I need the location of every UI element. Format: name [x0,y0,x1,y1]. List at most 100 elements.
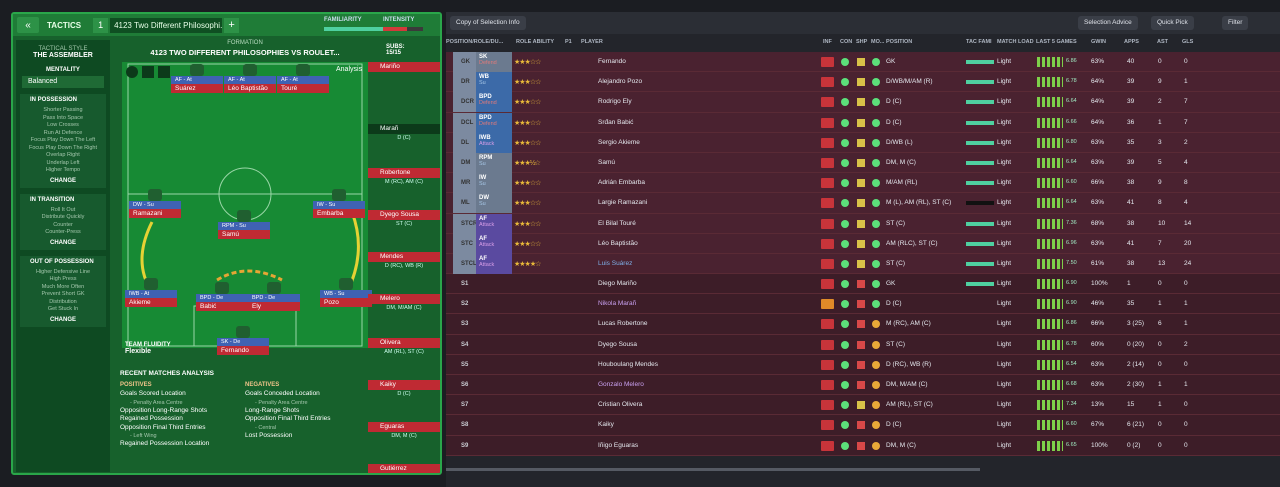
sub-player[interactable]: Marañ D (C) [368,112,440,141]
add-tactic-button[interactable]: + [224,17,240,33]
squad-row[interactable]: S1 Diego Mariño GK Light 6.90 100% 1 0 0 [446,274,1280,295]
player-name[interactable]: El Bilal Touré [598,219,636,227]
player-name[interactable]: Srđan Babić [598,118,634,126]
squad-row[interactable]: STC Léo Baptistão AM (RLC), ST (C) Light 6.9… [446,233,1280,254]
squad-row[interactable]: S3 Lucas Robertone M (RC), AM (C) Light 6.86… [446,314,1280,335]
player-name[interactable]: Fernando [598,58,626,65]
role-duty-dropdown[interactable]: IWB Attack [476,132,512,153]
player-name[interactable]: Iñigo Eguaras [598,441,639,449]
change-in-possession-button[interactable]: CHANGE [49,177,76,184]
instructions-icon[interactable] [126,66,138,78]
selection-advice-button[interactable]: Selection Advice [1078,16,1138,30]
squad-row[interactable]: S9 Iñigo Eguaras DM, M (C) Light 6.65 100% 0 (… [446,435,1280,456]
pitch-player[interactable]: BPD - De Babić [196,282,248,311]
squad-row[interactable]: DCR Rodrigo Ely D (C) Light 6.64 64% 39 2 7 BPD De… [446,92,1280,113]
header-ast[interactable]: AST [1157,39,1168,45]
header-shp[interactable]: SHP [856,39,868,45]
squad-row[interactable]: S8 Kaiky D (C) Light 6.60 67% 6 (21) 0 0 [446,415,1280,436]
header-position-role[interactable]: POSITION/ROLE/DU... [446,39,504,45]
pitch-player[interactable]: AF - At Touré [277,64,329,93]
pitch-player[interactable]: WB - Su Pozo [320,278,372,307]
squad-row[interactable]: S5 Houboulang Mendes D (RC), WB (R) Light 6.… [446,354,1280,375]
sub-player[interactable]: Kaiky D (C) [368,368,440,397]
player-name[interactable]: Samú [598,158,615,166]
role-duty-dropdown[interactable]: BPD Defend [476,92,512,113]
squad-row[interactable]: STCL Luis Suárez ST (C) Light 7.50 61% 38 13 24 A… [446,253,1280,275]
sub-player[interactable]: Mendes D (RC), WB (R) [368,240,440,269]
role-duty-dropdown[interactable]: AF Attack [476,253,512,274]
sub-player[interactable]: Mariño [368,50,440,73]
sub-player[interactable]: Olivera AM (RL), ST (C) [368,326,440,355]
squad-row[interactable]: DL Sergio Akieme D/WB (L) Light 6.80 63% 35 3 2 I… [446,132,1280,153]
pitch-player[interactable]: AF - At Léo Baptistão [224,64,276,93]
header-mo[interactable]: MO... [871,39,885,45]
squad-row[interactable]: S4 Dyego Sousa ST (C) Light 6.78 60% 0 (20) 0 2 [446,334,1280,355]
player-name[interactable]: Largie Ramazani [598,199,648,207]
header-player[interactable]: PLAYER [581,39,603,45]
collapse-button[interactable]: « [17,17,39,33]
pitch-player[interactable]: BPD - De Ely [248,282,300,311]
role-duty-dropdown[interactable]: BPD Defend [476,112,512,133]
player-name[interactable]: Alejandro Pozo [598,78,643,86]
player-name[interactable]: Gonzalo Melero [598,381,644,388]
player-name[interactable]: Diego Mariño [598,280,637,288]
squad-row[interactable]: DM Samú DM, M (C) Light 6.64 63% 39 5 4 RPM Su ★★★½… [446,152,1280,174]
pitch-player[interactable]: IWB - At Akieme [125,278,177,307]
change-in-transition-button[interactable]: CHANGE [49,239,76,246]
role-duty-dropdown[interactable]: IW Su [476,173,512,194]
header-role-ability[interactable]: ROLE ABILITY [516,39,554,45]
header-inf[interactable]: INF [823,39,832,45]
horizontal-scrollbar[interactable] [446,468,980,471]
change-out-of-possession-button[interactable]: CHANGE [49,316,76,323]
header-last5[interactable]: LAST 5 GAMES [1036,39,1077,45]
pitch-player[interactable]: AF - At Suárez [171,64,223,93]
header-gls[interactable]: GLS [1182,39,1194,45]
player-name[interactable]: Houboulang Mendes [598,360,658,368]
header-apps[interactable]: APPS [1124,39,1139,45]
sub-player[interactable]: Melero DM, M/AM (C) [368,282,440,311]
role-duty-dropdown[interactable]: AF Attack [476,233,512,254]
header-p1[interactable]: P1 [565,39,572,45]
quick-pick-button[interactable]: Quick Pick [1151,16,1194,30]
squad-row[interactable]: MR Adrián Embarba M/AM (RL) Light 6.60 66% 38 9… [446,173,1280,194]
squad-row[interactable]: DCL Srđan Babić D (C) Light 6.66 64% 36 1 7 BPD De… [446,112,1280,133]
header-tac-fam[interactable]: TAC FAMI [966,39,992,45]
tactic-number[interactable]: 1 [93,17,109,33]
tactical-style-value[interactable]: THE ASSEMBLER [33,52,93,59]
sub-player[interactable]: Eguaras DM, M (C) [368,410,440,439]
header-gwin[interactable]: GWIN [1091,39,1106,45]
player-name[interactable]: Kaiky [598,421,614,429]
chart-icon[interactable] [142,66,154,78]
sub-player[interactable]: Robertone M (RC), AM (C) [368,156,440,185]
player-name[interactable]: Dyego Sousa [598,340,638,348]
settings-icon[interactable] [158,66,170,78]
sub-player[interactable]: Gutiérrez [368,452,440,473]
player-name[interactable]: Léo Baptistão [598,239,638,247]
role-duty-dropdown[interactable]: DW Su [476,193,512,214]
squad-row[interactable]: DR Alejandro Pozo D/WB/M/AM (R) Light 6.78 64… [446,72,1280,93]
player-name[interactable]: Rodrigo Ely [598,98,632,106]
role-duty-dropdown[interactable]: AF Attack [476,213,512,234]
squad-row[interactable]: ML Largie Ramazani M (L), AM (RL), ST (C) L… [446,193,1280,214]
player-name[interactable]: Lucas Robertone [598,320,648,328]
pitch-player[interactable]: SK - De Fernando [217,326,269,355]
player-name[interactable]: Cristian Olivera [598,401,643,409]
recent-matches-title[interactable]: RECENT MATCHES ANALYSIS [120,370,215,377]
player-name[interactable]: Nikola Marañ [598,300,637,308]
squad-row[interactable]: S2 Nikola Marañ D (C) Light 6.90 46% 35 1 1 [446,294,1280,315]
analysis-button[interactable]: Analysis [336,66,363,73]
role-duty-dropdown[interactable]: RPM Su [476,152,512,173]
player-name[interactable]: Sergio Akieme [598,138,640,146]
copy-selection-dropdown[interactable]: Copy of Selection Info [450,16,526,30]
header-con[interactable]: CON [840,39,853,45]
role-duty-dropdown[interactable]: SK Defend [476,52,512,72]
pitch-player[interactable]: IW - Su Embarba [313,189,365,218]
squad-row[interactable]: STCR El Bilal Touré ST (C) Light 7.36 68% 38 10… [446,213,1280,234]
mentality-dropdown[interactable]: Balanced [22,76,104,88]
squad-row[interactable]: S7 Cristian Olivera AM (RL), ST (C) Light 7.… [446,395,1280,416]
player-name[interactable]: Luis Suárez [598,259,633,267]
header-match-load[interactable]: MATCH LOAD [997,39,1034,45]
header-position[interactable]: POSITION [886,39,913,45]
squad-row[interactable]: S6 Gonzalo Melero DM, M/AM (C) Light 6.68 63%… [446,375,1280,396]
sub-player[interactable]: Dyego Sousa ST (C) [368,198,440,227]
